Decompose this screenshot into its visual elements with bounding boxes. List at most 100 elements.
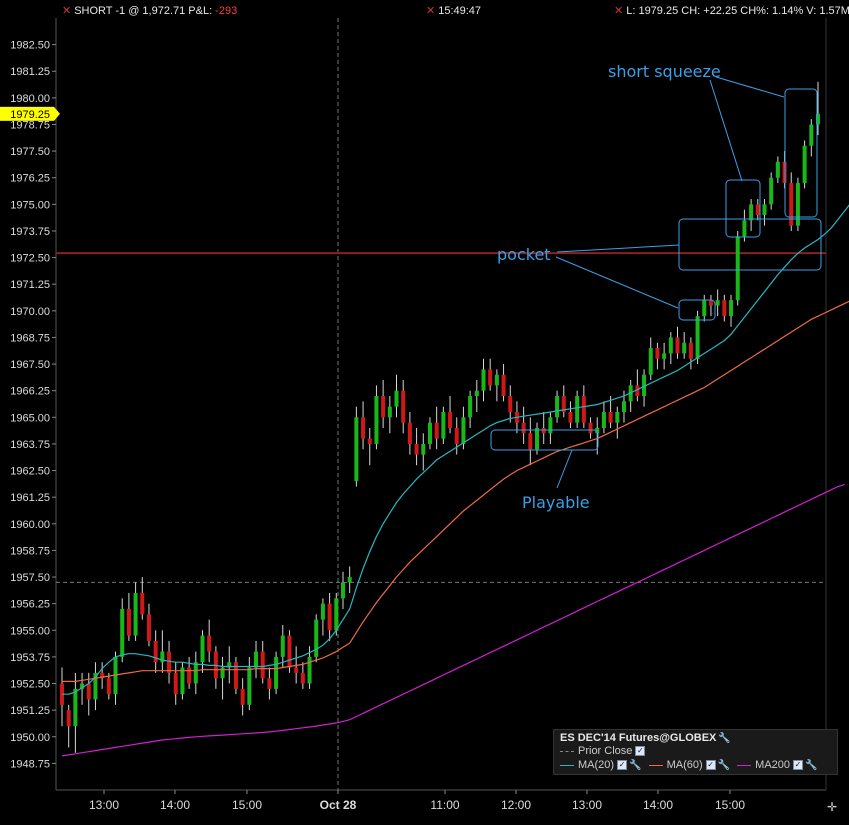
candle-body [314,619,319,657]
candle-body [548,417,553,434]
candle-body [374,396,379,444]
candle-body [387,406,392,418]
candle-body [227,662,232,668]
y-tick-label: 1965.00 [10,412,50,424]
candle-body [307,656,312,684]
y-tick-label: 1952.50 [10,679,50,691]
candle-body [133,593,138,636]
candle-body [334,598,339,631]
x-tick-label: 13:00 [572,798,602,812]
candle-body [682,342,687,354]
ma-line-MA(60) [62,300,849,683]
close-clock-icon[interactable]: ✕ [426,5,436,17]
candle-body [575,396,580,423]
candle-body [407,422,412,444]
candle-body [381,396,386,418]
legend-panel: ES DEC'14 Futures@GLOBEX 🔧 Prior Close ✓ M… [553,729,838,775]
ma200-wrench-icon[interactable]: 🔧 [805,760,818,771]
squeeze-box-mid [725,179,761,238]
pocket-label: pocket [497,245,551,264]
playable-pointer [556,449,573,489]
candle-body [73,688,78,727]
candle-body [708,300,713,306]
ma20-swatch [560,764,574,766]
pnl-value: -293 [215,5,238,17]
candle-body [394,390,399,407]
last-price-marker [0,106,54,121]
candles [60,81,820,753]
ma-line-MA200 [61,483,845,757]
y-tick-label: 1972.50 [10,253,50,265]
candle-body [434,422,439,439]
position-readout: ✕ SHORT -1 @ 1,972.71 P&L: -293 [62,4,237,17]
ma200-swatch [737,764,752,766]
candle-body [140,593,145,615]
ma60-checkbox[interactable]: ✓ [705,760,716,771]
candle-body [200,635,205,663]
candle-body [468,396,473,418]
candle-body [722,300,727,317]
annotations: short squeeze pocket Playable [490,62,822,512]
candle-body [662,353,667,359]
ma200-checkbox[interactable]: ✓ [793,760,804,771]
candle-body [769,177,774,205]
candle-body [488,369,493,386]
y-tick-label: 1963.75 [10,439,50,451]
candle-body [508,396,513,412]
prior-close-label: Prior Close [578,745,633,757]
y-tick-label: 1978.75 [10,119,50,131]
candle-body [568,411,573,423]
ma20-checkbox[interactable]: ✓ [617,760,628,771]
candle-body [642,374,647,397]
candle-body [287,635,292,668]
ma60-wrench-icon[interactable]: 🔧 [717,760,731,771]
candle-body [220,667,225,679]
candle-body [535,427,540,450]
playable-label: Playable [522,493,590,512]
y-tick-label: 1955.00 [10,625,50,637]
candle-body [167,651,172,673]
candle-body [247,667,252,705]
prior-close-checkbox[interactable]: ✓ [635,746,646,757]
x-tick-label: Oct 28 [320,798,357,812]
candle-body [193,662,198,684]
legend-title: ES DEC'14 Futures@GLOBEX 🔧 [560,732,731,744]
candle-body [702,300,707,317]
candle-body [561,396,566,412]
y-tick-label: 1967.50 [10,359,50,371]
candle-body [240,688,245,705]
candle-body [608,411,613,423]
candle-body [233,662,238,689]
wrench-icon[interactable]: 🔧 [718,733,731,744]
candle-body [280,635,285,657]
candle-body [86,683,91,700]
candle-body [267,678,272,689]
ma20-wrench-icon[interactable]: 🔧 [629,760,642,771]
candle-body [320,603,325,620]
candle-body [715,300,720,306]
y-tick-label: 1971.25 [10,279,50,291]
y-tick-label: 1968.75 [10,332,50,344]
candle-body [367,438,372,444]
moving-averages [61,204,849,757]
playable-box [490,429,599,451]
candle-body [789,183,794,226]
candle-body [601,411,606,428]
candle-body [648,348,653,375]
candle-body [160,651,165,663]
candle-body [120,608,125,657]
candle-body [795,183,800,226]
legend-title-text: ES DEC'14 Futures@GLOBEX [560,732,717,744]
close-position-icon[interactable]: ✕ [62,5,72,17]
pocket-box-small [678,299,716,321]
candle-body [474,390,479,397]
prior-close-swatch [560,750,574,752]
candle-body [749,204,754,221]
quote-readout: ✕ L: 1979.25 CH: +22.25 CH%: 1.14% V: 1.5… [614,4,849,17]
y-tick-label: 1976.25 [10,173,50,185]
close-quote-icon[interactable]: ✕ [614,5,624,17]
x-tick-label: 15:00 [715,798,745,812]
ma-line-MA(20) [62,204,849,695]
candle-body [421,443,426,455]
